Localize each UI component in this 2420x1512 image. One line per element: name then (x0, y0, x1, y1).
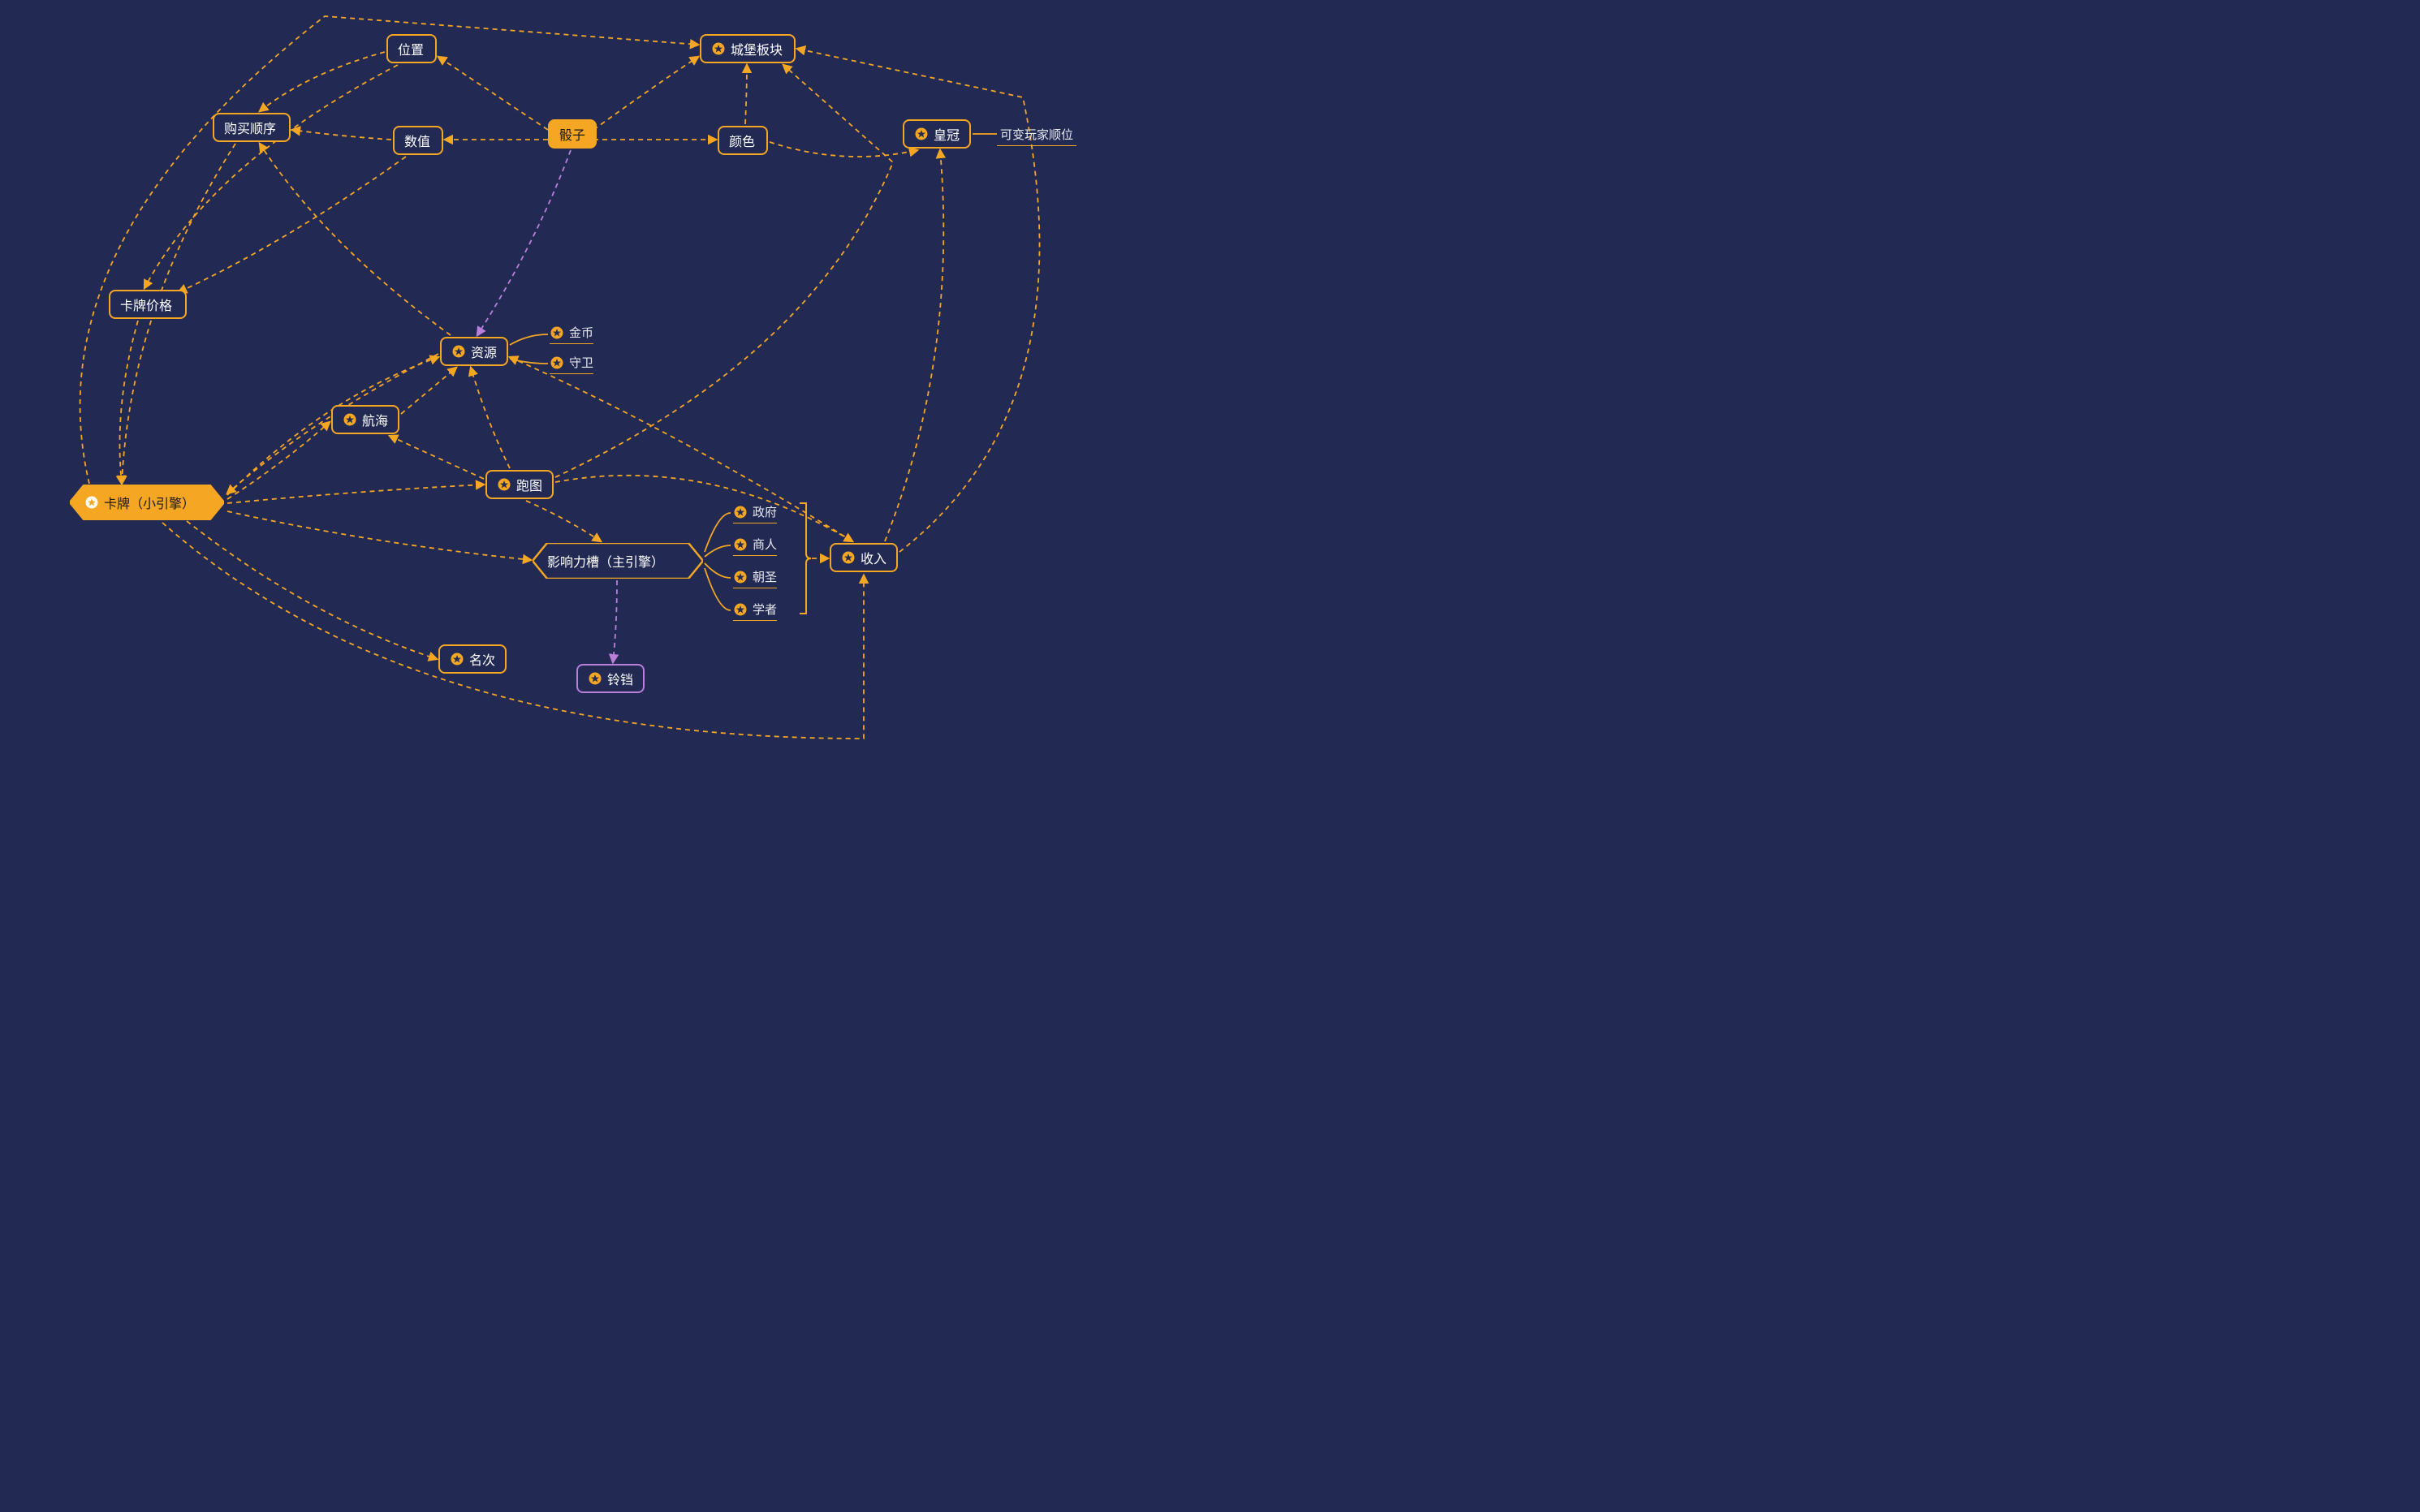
node-bell: 铃铛 (576, 664, 645, 693)
leaf-label: 学者 (753, 601, 777, 618)
node-income: 收入 (830, 543, 898, 572)
edge (526, 501, 601, 541)
node-label: 航海 (362, 410, 388, 429)
node-label: 跑图 (516, 475, 542, 494)
node-sail: 航海 (331, 405, 399, 434)
node-resource: 资源 (440, 337, 508, 366)
edge (260, 144, 451, 335)
edge (770, 142, 917, 157)
leaf-label: 商人 (753, 536, 777, 553)
node-map-run: 跑图 (485, 470, 554, 499)
node-label: 城堡板块 (731, 39, 783, 58)
edge (705, 568, 731, 610)
node-label: 数值 (404, 131, 430, 150)
node-rank: 名次 (438, 644, 507, 674)
node-buy-order: 购买顺序 (213, 113, 291, 142)
edge (145, 65, 398, 288)
edges-layer (0, 0, 1208, 755)
edge (477, 150, 571, 335)
node-label: 购买顺序 (224, 118, 276, 137)
leaf-leaf-guard: 守卫 (550, 354, 593, 371)
node-label: 铃铛 (607, 669, 633, 688)
edge (745, 65, 747, 124)
node-influence: 影响力槽（主引擎） (533, 543, 703, 579)
edge (471, 368, 510, 468)
leaf-label: 守卫 (569, 354, 593, 371)
edge (705, 545, 731, 557)
leaf-leaf-gov: 政府 (733, 503, 777, 520)
edge (510, 359, 548, 364)
node-cards-eng: 卡牌（小引擎） (70, 485, 224, 520)
leaf-leaf-scholar: 学者 (733, 601, 777, 618)
node-card-price: 卡牌价格 (109, 290, 187, 319)
edge (510, 334, 548, 345)
edge (438, 57, 548, 130)
label-crown-note: 可变玩家顺位 (1000, 126, 1073, 143)
edge (885, 150, 943, 541)
edge (187, 521, 437, 659)
node-label: 颜色 (729, 131, 755, 150)
node-label: 皇冠 (934, 124, 960, 144)
leaf-label: 金币 (569, 324, 593, 341)
leaf-leaf-pilgrim: 朝圣 (733, 568, 777, 585)
node-castle: 城堡板块 (700, 34, 796, 63)
edge (179, 157, 406, 292)
node-label: 资源 (471, 342, 497, 361)
edge (120, 321, 139, 484)
node-label: 影响力槽（主引擎） (547, 551, 664, 571)
edge (292, 130, 391, 140)
edge (227, 511, 531, 560)
node-label: 骰子 (559, 124, 585, 144)
diagram-canvas: 骰子 位置 城堡板块 皇冠 颜色 数值 购买顺序 卡牌价格 资源 航海 跑图 名… (0, 0, 1208, 755)
node-dice: 骰子 (548, 119, 597, 149)
node-label: 位置 (398, 39, 424, 58)
leaf-leaf-merchant: 商人 (733, 536, 777, 553)
node-value: 数值 (393, 126, 443, 155)
leaf-label: 朝圣 (753, 568, 777, 585)
edge (390, 436, 484, 479)
node-label: 卡牌（小引擎） (104, 493, 195, 512)
edge (401, 368, 456, 414)
edge (593, 57, 698, 130)
edge (705, 563, 731, 578)
plain-label-text: 可变玩家顺位 (1000, 128, 1073, 142)
edge (227, 422, 330, 499)
edge (227, 485, 484, 503)
edge (260, 52, 385, 111)
node-color: 颜色 (718, 126, 768, 155)
node-position: 位置 (386, 34, 437, 63)
leaf-label: 政府 (753, 503, 777, 520)
bracket-bracket-influence (800, 502, 813, 619)
edge (613, 580, 617, 662)
node-label: 收入 (861, 548, 886, 567)
node-crown: 皇冠 (903, 119, 971, 149)
node-label: 名次 (469, 649, 495, 669)
leaf-leaf-gold: 金币 (550, 324, 593, 341)
node-label: 卡牌价格 (120, 295, 172, 314)
edge (705, 513, 731, 552)
